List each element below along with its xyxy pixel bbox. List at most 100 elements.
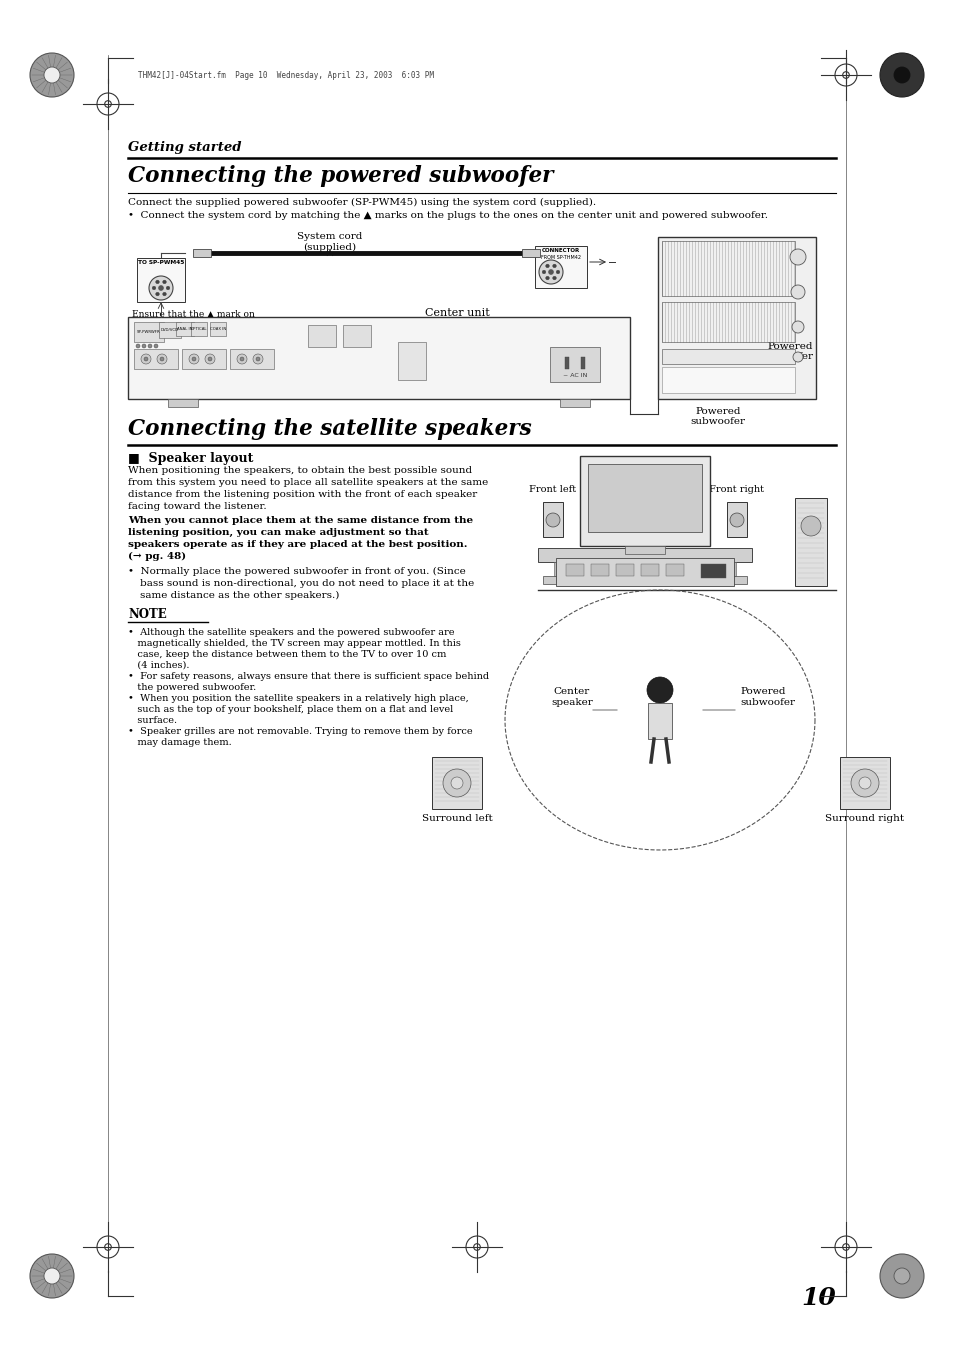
- Circle shape: [148, 345, 152, 349]
- Text: When positioning the speakers, to obtain the best possible sound: When positioning the speakers, to obtain…: [128, 466, 472, 476]
- Bar: [665, 563, 683, 576]
- Bar: [159, 322, 181, 338]
- Circle shape: [208, 357, 212, 361]
- Text: •  For safety reasons, always ensure that there is sufficient space behind: • For safety reasons, always ensure that…: [128, 671, 489, 681]
- Text: THM42[J]-04Start.fm  Page 10  Wednesday, April 23, 2003  6:03 PM: THM42[J]-04Start.fm Page 10 Wednesday, A…: [138, 70, 434, 80]
- Text: Powered
subwoofer: Powered subwoofer: [758, 342, 812, 362]
- Text: listening position, you can make adjustment so that: listening position, you can make adjustm…: [128, 528, 428, 536]
- Text: facing toward the listener.: facing toward the listener.: [128, 503, 266, 511]
- Text: (supplied): (supplied): [303, 243, 356, 253]
- Bar: [587, 463, 701, 532]
- Circle shape: [646, 677, 672, 703]
- Circle shape: [189, 354, 199, 363]
- Circle shape: [149, 276, 172, 300]
- Circle shape: [240, 357, 244, 361]
- Bar: [647, 703, 671, 739]
- Text: Connect the supplied powered subwoofer (SP-PWM45) using the system cord (supplie: Connect the supplied powered subwoofer (…: [128, 199, 596, 207]
- Text: ~ AC IN: ~ AC IN: [562, 373, 587, 378]
- Circle shape: [44, 68, 60, 82]
- Circle shape: [893, 1269, 909, 1283]
- Bar: [579, 457, 709, 546]
- Circle shape: [141, 354, 151, 363]
- Text: bass sound is non-directional, you do not need to place it at the: bass sound is non-directional, you do no…: [140, 580, 474, 588]
- Bar: [128, 317, 629, 399]
- Bar: [397, 342, 426, 380]
- Circle shape: [44, 1269, 60, 1283]
- Bar: [542, 503, 562, 536]
- Text: Connecting the satellite speakers: Connecting the satellite speakers: [128, 417, 531, 440]
- Circle shape: [541, 270, 545, 274]
- Bar: [661, 349, 794, 363]
- Circle shape: [545, 513, 559, 527]
- Text: Getting started: Getting started: [128, 141, 241, 154]
- Circle shape: [893, 68, 909, 82]
- Text: Front right: Front right: [709, 485, 763, 494]
- Circle shape: [789, 249, 805, 265]
- Bar: [133, 349, 178, 369]
- Circle shape: [545, 276, 549, 280]
- Circle shape: [155, 292, 159, 296]
- Circle shape: [858, 777, 870, 789]
- Text: Powered: Powered: [695, 407, 740, 416]
- Text: ANAL IN: ANAL IN: [177, 327, 193, 331]
- Text: •  When you position the satellite speakers in a relatively high place,: • When you position the satellite speake…: [128, 694, 468, 703]
- Text: (→ pg. 48): (→ pg. 48): [128, 553, 186, 561]
- Bar: [565, 563, 583, 576]
- Bar: [794, 499, 826, 586]
- Text: case, keep the distance between them to the TV to over 10 cm: case, keep the distance between them to …: [128, 650, 446, 659]
- Bar: [137, 258, 185, 303]
- Bar: [616, 563, 634, 576]
- Text: NOTE: NOTE: [128, 608, 167, 621]
- Text: Powered
subwoofer: Powered subwoofer: [740, 688, 794, 707]
- Circle shape: [442, 769, 471, 797]
- Text: may damage them.: may damage them.: [128, 738, 232, 747]
- Bar: [542, 576, 746, 584]
- Text: the powered subwoofer.: the powered subwoofer.: [128, 684, 256, 692]
- Bar: [182, 349, 226, 369]
- Bar: [640, 563, 659, 576]
- Text: Connecting the powered subwoofer: Connecting the powered subwoofer: [128, 165, 553, 186]
- Bar: [535, 246, 586, 288]
- Bar: [537, 549, 751, 562]
- Circle shape: [155, 280, 159, 284]
- Bar: [556, 558, 733, 586]
- Bar: [230, 349, 274, 369]
- Text: Surround right: Surround right: [824, 815, 903, 823]
- Circle shape: [157, 354, 167, 363]
- Bar: [521, 249, 539, 257]
- Bar: [554, 562, 561, 576]
- Circle shape: [552, 265, 556, 267]
- Circle shape: [451, 777, 462, 789]
- Circle shape: [142, 345, 146, 349]
- Bar: [661, 367, 794, 393]
- Bar: [343, 326, 371, 347]
- Text: Center unit: Center unit: [425, 308, 490, 317]
- Circle shape: [30, 53, 74, 97]
- Bar: [193, 249, 211, 257]
- Circle shape: [879, 53, 923, 97]
- Text: magnetically shielded, the TV screen may appear mottled. In this: magnetically shielded, the TV screen may…: [128, 639, 460, 648]
- Bar: [727, 562, 735, 576]
- Circle shape: [548, 269, 553, 274]
- Circle shape: [791, 322, 803, 332]
- Circle shape: [801, 516, 821, 536]
- Text: 10: 10: [801, 1286, 835, 1310]
- Text: subwoofer: subwoofer: [690, 417, 744, 426]
- Bar: [840, 757, 889, 809]
- Text: from this system you need to place all satellite speakers at the same: from this system you need to place all s…: [128, 478, 488, 486]
- Text: TO SP-PWM45: TO SP-PWM45: [137, 259, 184, 265]
- Text: •  Normally place the powered subwoofer in front of you. (Since: • Normally place the powered subwoofer i…: [128, 567, 465, 576]
- Circle shape: [545, 265, 549, 267]
- Bar: [168, 399, 198, 407]
- Circle shape: [192, 357, 195, 361]
- Text: COAX IN: COAX IN: [210, 327, 226, 331]
- Circle shape: [253, 354, 263, 363]
- Bar: [590, 563, 608, 576]
- Text: (4 inches).: (4 inches).: [128, 661, 190, 670]
- Circle shape: [152, 286, 155, 290]
- Circle shape: [552, 276, 556, 280]
- Text: System cord: System cord: [297, 232, 362, 240]
- Bar: [658, 236, 815, 399]
- Circle shape: [538, 259, 562, 284]
- Text: •  Connect the system cord by matching the ▲ marks on the plugs to the ones on t: • Connect the system cord by matching th…: [128, 211, 767, 220]
